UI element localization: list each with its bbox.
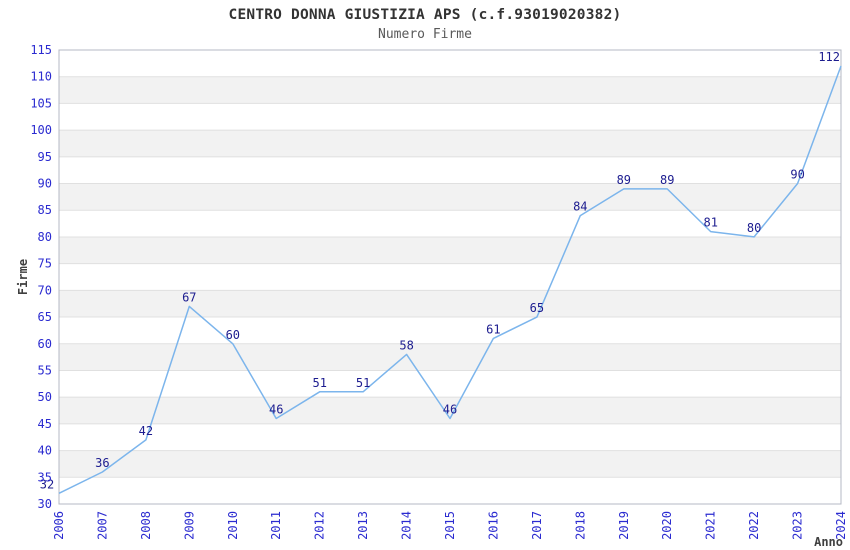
plot-band (59, 130, 841, 157)
y-tick-label: 65 (38, 310, 52, 324)
plot-band (59, 183, 841, 211)
plot-band (59, 397, 841, 424)
x-tick-label: 2011 (269, 511, 283, 540)
x-tick-label: 2020 (660, 511, 674, 540)
series-line (58, 65, 842, 494)
plot-band (59, 236, 841, 264)
x-tick-label: 2016 (486, 511, 500, 540)
y-tick-label: 95 (38, 150, 52, 164)
data-label: 51 (312, 376, 326, 390)
y-tick-label: 100 (30, 123, 52, 137)
x-tick-label: 2018 (573, 511, 587, 540)
x-tick-label: 2019 (617, 511, 631, 540)
data-label: 81 (703, 216, 717, 230)
data-label: 58 (399, 338, 413, 352)
x-tick-label: 2006 (52, 511, 66, 540)
y-tick-label: 70 (38, 283, 52, 297)
x-tick-label: 2017 (530, 511, 544, 540)
y-tick-label: 30 (38, 497, 52, 511)
data-label: 51 (356, 376, 370, 390)
data-label: 90 (790, 168, 804, 182)
x-tick-label: 2023 (791, 511, 805, 540)
x-tick-label: 2012 (313, 511, 327, 540)
data-label: 46 (269, 403, 283, 417)
x-tick-label: 2009 (182, 511, 196, 540)
y-tick-label: 60 (38, 337, 52, 351)
x-tick-label: 2024 (834, 511, 848, 540)
plot-band (59, 450, 841, 478)
data-label: 65 (530, 301, 544, 315)
y-tick-label: 75 (38, 257, 52, 271)
y-tick-label: 50 (38, 390, 52, 404)
y-tick-label: 110 (30, 70, 52, 84)
x-tick-label: 2013 (356, 511, 370, 540)
data-label: 67 (182, 290, 196, 304)
y-tick-label: 105 (30, 96, 52, 110)
plot-band (59, 343, 841, 371)
x-tick-label: 2014 (400, 511, 414, 540)
data-label: 42 (139, 424, 153, 438)
data-label: 46 (443, 403, 457, 417)
x-axis-title: Anno (814, 535, 843, 549)
x-tick-label: 2007 (95, 511, 109, 540)
plot-border (58, 49, 842, 505)
y-tick-label: 115 (30, 43, 52, 57)
y-tick-label: 80 (38, 230, 52, 244)
chart-title: CENTRO DONNA GIUSTIZIA APS (c.f.93019020… (228, 7, 622, 23)
x-tick-label: 2022 (747, 511, 761, 540)
data-label: 61 (486, 322, 500, 336)
x-tick-label: 2010 (226, 511, 240, 540)
y-tick-label: 55 (38, 364, 52, 378)
data-label: 32 (40, 477, 54, 491)
y-tick-label: 85 (38, 203, 52, 217)
data-label: 84 (573, 200, 587, 214)
data-label: 80 (747, 221, 761, 235)
data-label: 89 (617, 173, 631, 187)
y-tick-label: 45 (38, 417, 52, 431)
data-label: 89 (660, 173, 674, 187)
plot-band (59, 290, 841, 318)
x-tick-label: 2015 (443, 511, 457, 540)
y-tick-label: 35 (38, 470, 52, 484)
plot-band (59, 76, 841, 104)
data-label: 36 (95, 456, 109, 470)
y-tick-label: 40 (38, 444, 52, 458)
x-tick-label: 2008 (139, 511, 153, 540)
data-label: 60 (226, 328, 240, 342)
y-tick-label: 90 (38, 177, 52, 191)
x-tick-label: 2021 (704, 511, 718, 540)
data-label: 112 (818, 50, 840, 64)
chart-subtitle: Numero Firme (378, 27, 472, 42)
y-axis-title: Firme (16, 259, 30, 295)
